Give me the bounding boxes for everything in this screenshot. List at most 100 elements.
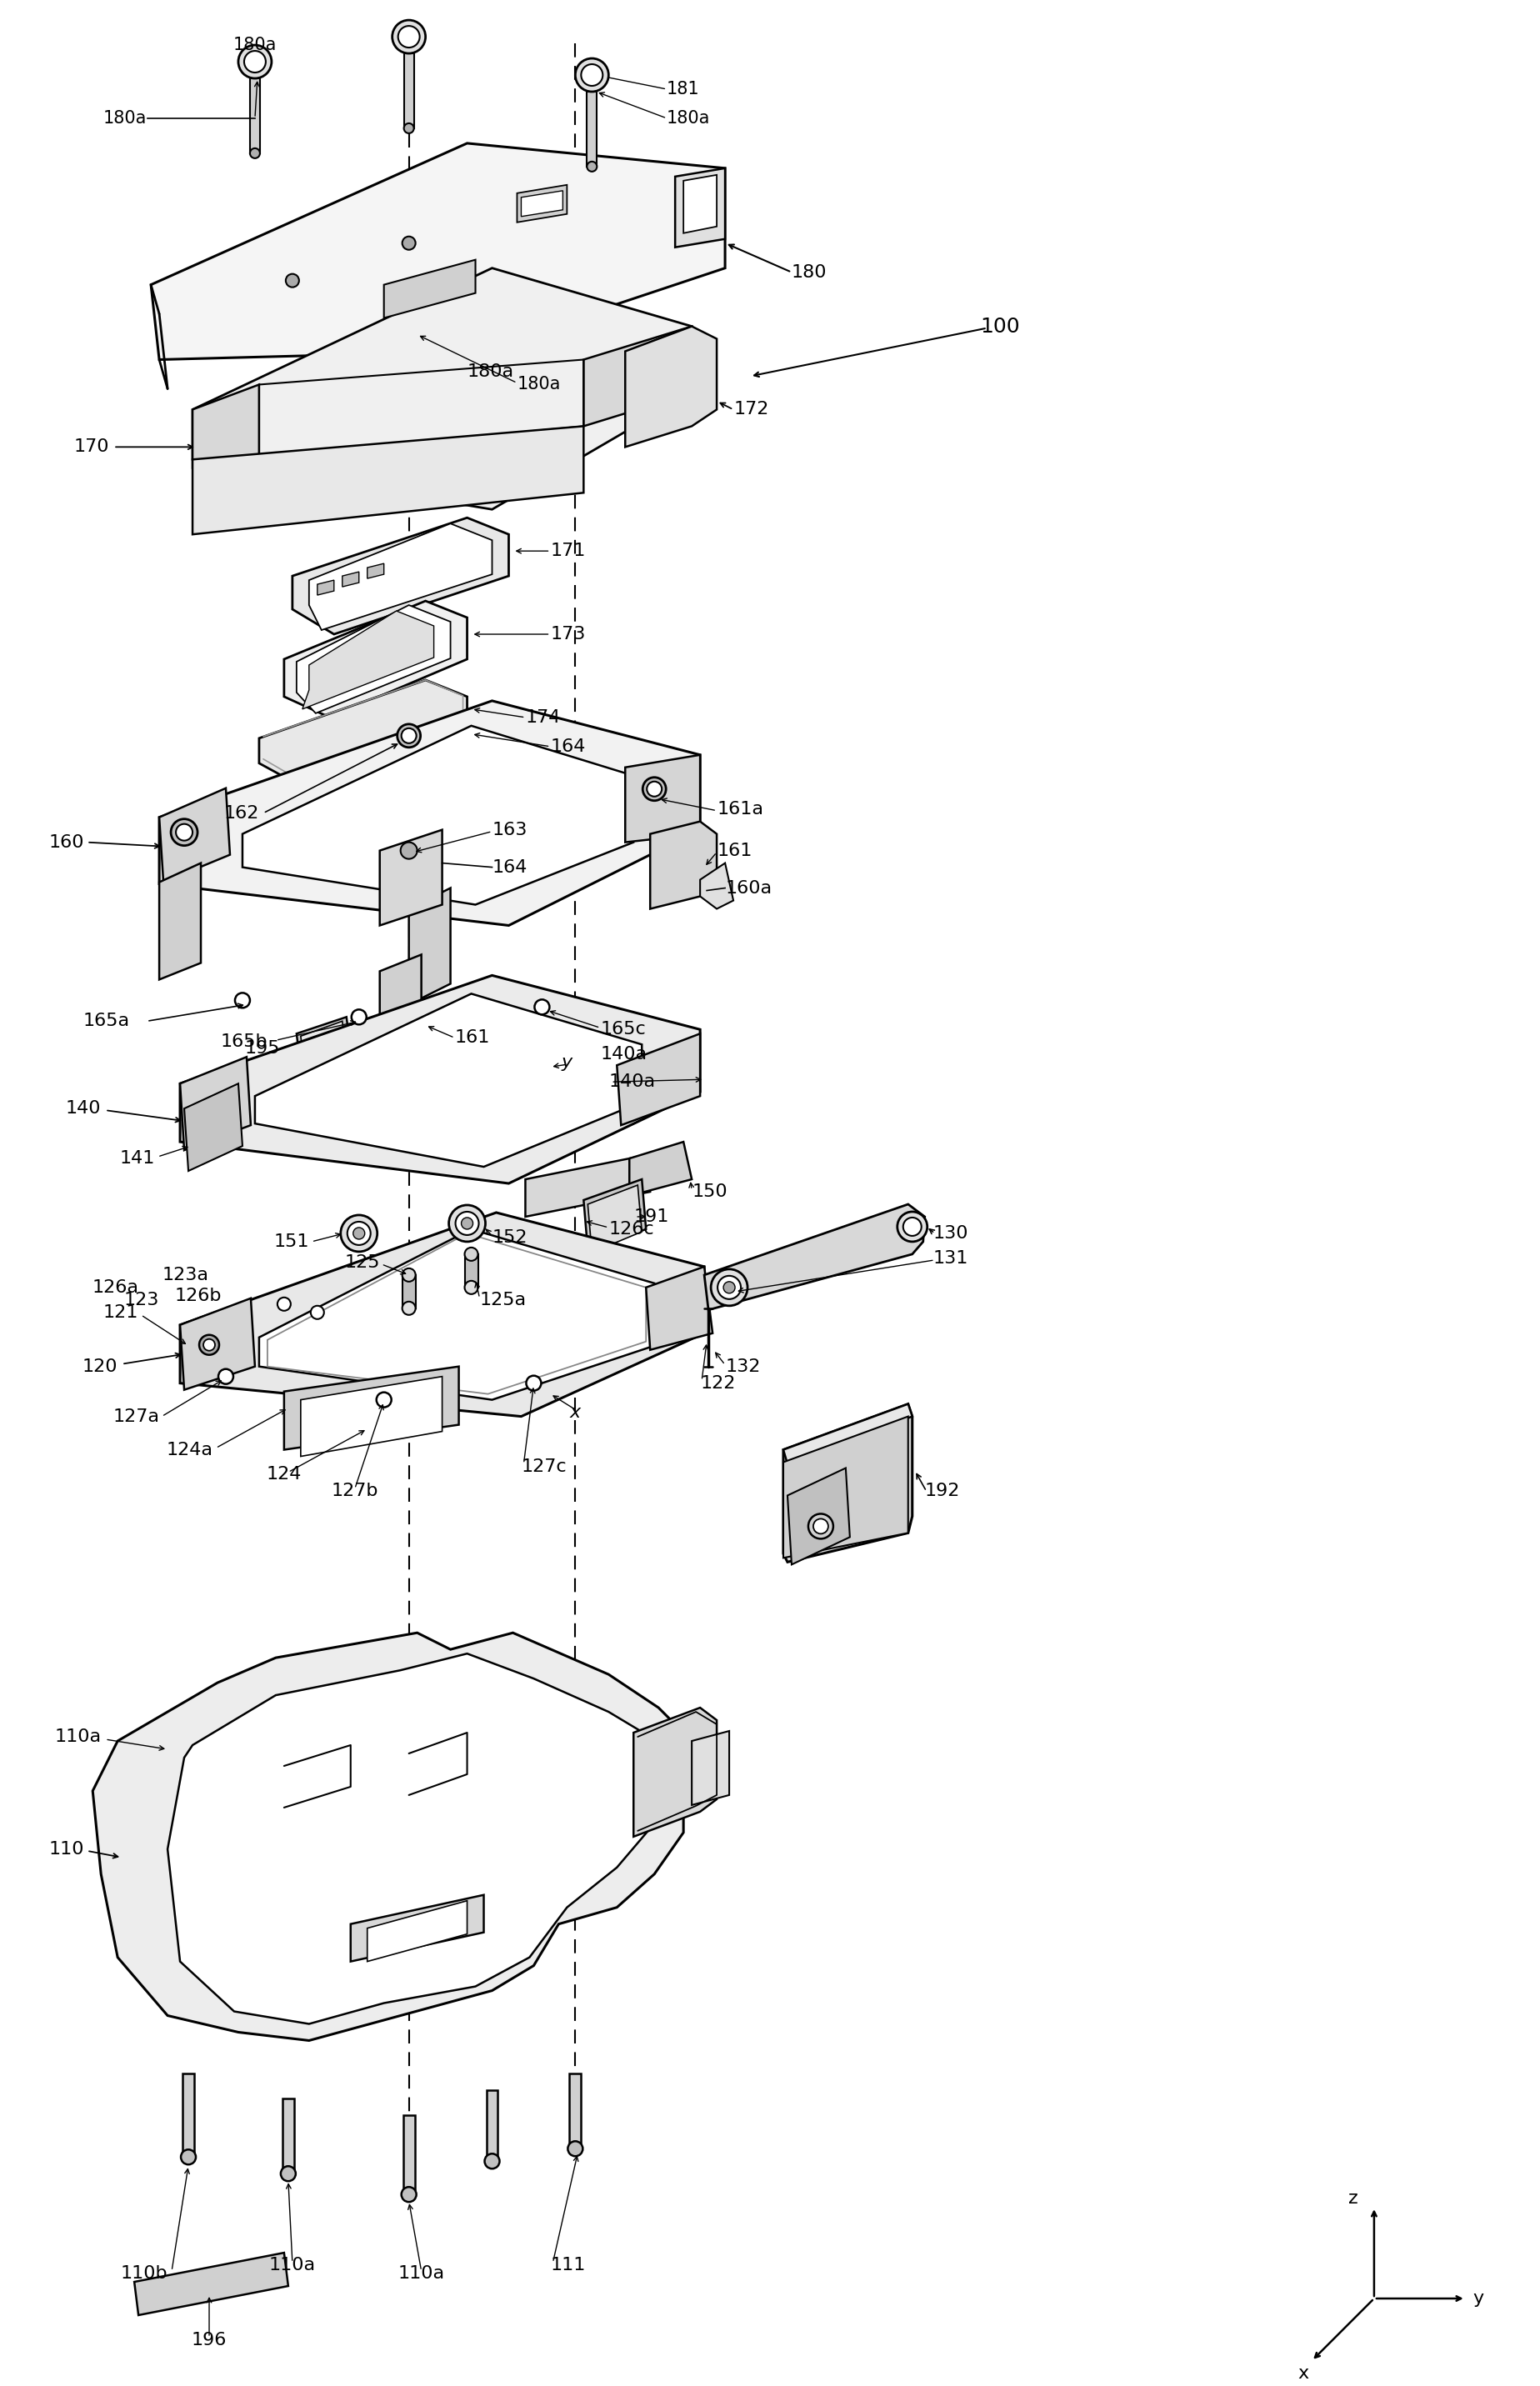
Polygon shape — [296, 606, 450, 713]
Text: 192: 192 — [924, 1484, 959, 1501]
Polygon shape — [782, 1403, 912, 1465]
Polygon shape — [180, 1057, 251, 1150]
Polygon shape — [379, 830, 442, 926]
Text: 165c: 165c — [601, 1021, 645, 1038]
Text: 180: 180 — [792, 265, 827, 282]
Text: y: y — [561, 1055, 573, 1071]
Text: 123: 123 — [123, 1291, 159, 1308]
Polygon shape — [525, 1155, 650, 1217]
Text: 123a: 123a — [162, 1267, 209, 1284]
Polygon shape — [283, 601, 467, 718]
Text: 122: 122 — [699, 1374, 735, 1391]
Polygon shape — [180, 1212, 704, 1417]
Text: 140a: 140a — [608, 1074, 654, 1090]
Text: 195: 195 — [245, 1040, 280, 1057]
Circle shape — [397, 26, 419, 48]
Polygon shape — [570, 2073, 581, 2150]
Text: 110a: 110a — [270, 2257, 316, 2274]
Circle shape — [277, 1298, 291, 1310]
Polygon shape — [684, 174, 716, 234]
Circle shape — [642, 778, 665, 802]
Circle shape — [710, 1269, 747, 1305]
Polygon shape — [628, 1143, 691, 1195]
Text: 125: 125 — [343, 1255, 379, 1272]
Polygon shape — [159, 701, 699, 926]
Text: 180a: 180a — [467, 363, 514, 379]
Circle shape — [718, 1277, 741, 1298]
Text: 110b: 110b — [120, 2264, 168, 2281]
Circle shape — [534, 1000, 550, 1014]
Circle shape — [376, 1393, 391, 1408]
Text: 161: 161 — [454, 1028, 490, 1045]
Circle shape — [581, 64, 602, 86]
Circle shape — [285, 274, 299, 286]
Text: 110: 110 — [49, 1842, 85, 1856]
Text: 121: 121 — [103, 1305, 139, 1322]
Text: y: y — [1472, 2291, 1483, 2307]
Text: 131: 131 — [933, 1250, 967, 1267]
Polygon shape — [584, 1179, 645, 1250]
Circle shape — [346, 1222, 371, 1245]
Circle shape — [402, 1269, 416, 1281]
Circle shape — [243, 50, 265, 72]
Polygon shape — [249, 79, 260, 153]
Polygon shape — [782, 1417, 907, 1558]
Text: 140: 140 — [66, 1100, 102, 1117]
Circle shape — [574, 57, 608, 91]
Polygon shape — [521, 191, 562, 217]
Text: 172: 172 — [733, 401, 768, 418]
Text: 120: 120 — [82, 1358, 117, 1374]
Polygon shape — [645, 1267, 711, 1350]
Polygon shape — [185, 1083, 242, 1172]
Polygon shape — [92, 1632, 684, 2040]
Polygon shape — [465, 1255, 477, 1288]
Text: 180a: 180a — [667, 110, 710, 126]
Text: 162: 162 — [223, 804, 259, 821]
Circle shape — [813, 1520, 829, 1534]
Circle shape — [219, 1370, 233, 1384]
Polygon shape — [283, 1367, 459, 1451]
Circle shape — [340, 1214, 377, 1253]
Polygon shape — [134, 2252, 288, 2314]
Circle shape — [402, 236, 416, 251]
Circle shape — [402, 728, 416, 742]
Circle shape — [199, 1334, 219, 1355]
Polygon shape — [403, 2116, 414, 2195]
Text: 127c: 127c — [521, 1458, 567, 1475]
Polygon shape — [650, 821, 716, 909]
Polygon shape — [625, 327, 716, 446]
Circle shape — [280, 2166, 296, 2181]
Circle shape — [180, 2150, 196, 2164]
Polygon shape — [296, 1016, 351, 1067]
Text: 100: 100 — [979, 317, 1019, 336]
Text: x: x — [1297, 2365, 1307, 2381]
Polygon shape — [403, 52, 414, 129]
Text: x: x — [570, 1403, 581, 1420]
Circle shape — [176, 823, 192, 840]
Circle shape — [353, 1226, 365, 1238]
Polygon shape — [282, 2100, 294, 2174]
Circle shape — [460, 1217, 473, 1229]
Text: 165a: 165a — [83, 1012, 129, 1028]
Polygon shape — [616, 1033, 699, 1126]
Circle shape — [902, 1217, 921, 1236]
Polygon shape — [300, 1377, 442, 1455]
Polygon shape — [625, 754, 699, 842]
Text: 126b: 126b — [174, 1288, 222, 1305]
Text: 171: 171 — [550, 542, 585, 558]
Polygon shape — [487, 2090, 497, 2162]
Text: 127a: 127a — [112, 1408, 159, 1424]
Circle shape — [527, 1377, 541, 1391]
Text: 124: 124 — [266, 1467, 302, 1484]
Text: 150: 150 — [691, 1183, 727, 1200]
Text: 110a: 110a — [397, 2264, 445, 2281]
Circle shape — [456, 1212, 479, 1236]
Polygon shape — [408, 888, 450, 1005]
Text: z: z — [1348, 2190, 1357, 2207]
Polygon shape — [587, 1186, 642, 1253]
Polygon shape — [367, 1902, 467, 1961]
Text: 126a: 126a — [92, 1279, 139, 1296]
Text: 180a: 180a — [517, 377, 561, 394]
Circle shape — [234, 993, 249, 1007]
Polygon shape — [317, 580, 334, 594]
